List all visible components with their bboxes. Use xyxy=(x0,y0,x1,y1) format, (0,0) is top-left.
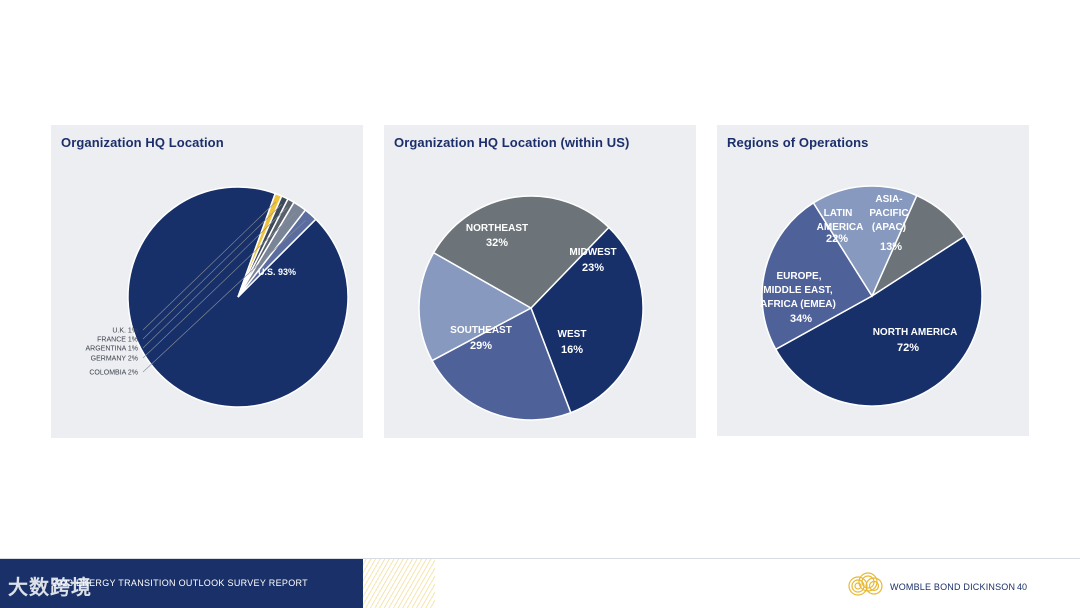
slice-value-southeast: 29% xyxy=(470,340,492,352)
slice-label-asia-pacific-apac: PACIFIC xyxy=(869,208,908,219)
slice-label-midwest: MIDWEST xyxy=(569,247,616,258)
chart-panel-hq-location: Organization HQ Location U.S. 93% U.K. 1%… xyxy=(51,125,363,438)
page-number: 40 xyxy=(1017,582,1028,592)
decorative-hatch xyxy=(363,559,435,608)
chart-title: Regions of Operations xyxy=(727,135,869,150)
pie-slices xyxy=(418,195,644,421)
slice-label-asia-pacific-apac: (APAC) xyxy=(872,222,906,233)
chart-title: Organization HQ Location (within US) xyxy=(394,135,630,150)
brand-name: WOMBLE BOND DICKINSON xyxy=(890,582,1016,592)
slice-label-europe-middle-east-africa-emea: AFRICA (EMEA) xyxy=(760,299,836,310)
leader-line xyxy=(142,204,282,340)
pie-slice-north-america xyxy=(774,235,983,407)
pie-slice-colombia xyxy=(237,209,317,298)
pie-slice-west xyxy=(418,251,533,362)
pie-labels: U.S. 93% U.K. 1% FRANCE 1% ARGENTINA 1% GERM… xyxy=(85,201,306,377)
pie-slices xyxy=(761,185,983,407)
slice-label-asia-pacific-apac: ASIA- xyxy=(875,194,902,205)
pie-slice-southeast xyxy=(432,195,610,309)
slice-label-northeast: NORTHEAST xyxy=(466,223,528,234)
pie-labels: NORTHEAST 32% MIDWEST 23% WEST 16% SOUTHEAST 29… xyxy=(450,223,616,356)
leader-line xyxy=(142,220,306,373)
slice-value-europe-middle-east-africa-emea: 34% xyxy=(790,313,812,325)
leader-line xyxy=(142,201,276,331)
slice-value-midwest: 23% xyxy=(582,262,604,274)
slice-label-north-america: NORTH AMERICA xyxy=(873,327,958,338)
slice-label-argentina: ARGENTINA 1% xyxy=(85,346,138,353)
slice-value-west: 16% xyxy=(561,344,583,356)
slice-value-asia-pacific-apac: 13% xyxy=(880,241,902,253)
slice-label-germany: GERMANY 2% xyxy=(91,356,138,363)
pie-chart-hq-location: U.S. 93% U.K. 1% FRANCE 1% ARGENTINA 1% GERM… xyxy=(85,186,349,408)
pie-chart-hq-location-us: NORTHEAST 32% MIDWEST 23% WEST 16% SOUTHEAST 29… xyxy=(418,195,644,421)
footer-band: 大数跨境 2023 ENERGY TRANSITION OUTLOOK SURV… xyxy=(0,559,363,608)
chart-title: Organization HQ Location xyxy=(61,135,224,150)
leader-line xyxy=(142,212,296,359)
report-title: 2023 ENERGY TRANSITION OUTLOOK SURVEY RE… xyxy=(52,578,308,588)
pie-slice-europe-middle-east-africa-emea xyxy=(761,201,874,351)
slice-label-u-k: U.K. 1% xyxy=(112,328,138,335)
slice-value-latin-america: 22% xyxy=(826,233,848,245)
slice-label-europe-middle-east-africa-emea: MIDDLE EAST, xyxy=(763,285,833,296)
pie-slices xyxy=(127,186,349,408)
slice-label-colombia: COLOMBIA 2% xyxy=(89,370,138,377)
brand-logo-icon xyxy=(848,572,883,596)
pie-slice-northeast xyxy=(530,226,644,414)
slice-value-north-america: 72% xyxy=(897,342,919,354)
slice-label-europe-middle-east-africa-emea: EUROPE, xyxy=(776,271,821,282)
slice-label-latin-america: LATIN xyxy=(824,208,853,219)
watermark-text: 大数跨境 xyxy=(8,577,92,599)
slice-label-west: WEST xyxy=(558,329,587,340)
slice-label-u-s: U.S. 93% xyxy=(258,267,296,277)
pie-labels: ASIA- PACIFIC (APAC) 13% NORTH AMERICA 72% EUR… xyxy=(760,194,957,354)
pie-slice-midwest xyxy=(431,306,572,421)
slice-label-france: FRANCE 1% xyxy=(97,337,138,344)
pie-slice-latin-america xyxy=(812,185,918,298)
slice-label-southeast: SOUTHEAST xyxy=(450,325,512,336)
slice-label-latin-america: AMERICA xyxy=(817,222,864,233)
chart-panel-regions: Regions of Operations ASIA- PACIFIC (APAC)… xyxy=(717,125,1029,436)
pie-chart-regions: ASIA- PACIFIC (APAC) 13% NORTH AMERICA 72% EUR… xyxy=(760,185,983,407)
leader-line xyxy=(142,207,288,349)
page-footer: 大数跨境 2023 ENERGY TRANSITION OUTLOOK SURV… xyxy=(0,558,1080,608)
slice-value-northeast: 32% xyxy=(486,237,508,249)
chart-panel-hq-location-us: Organization HQ Location (within US) NOR… xyxy=(384,125,696,438)
